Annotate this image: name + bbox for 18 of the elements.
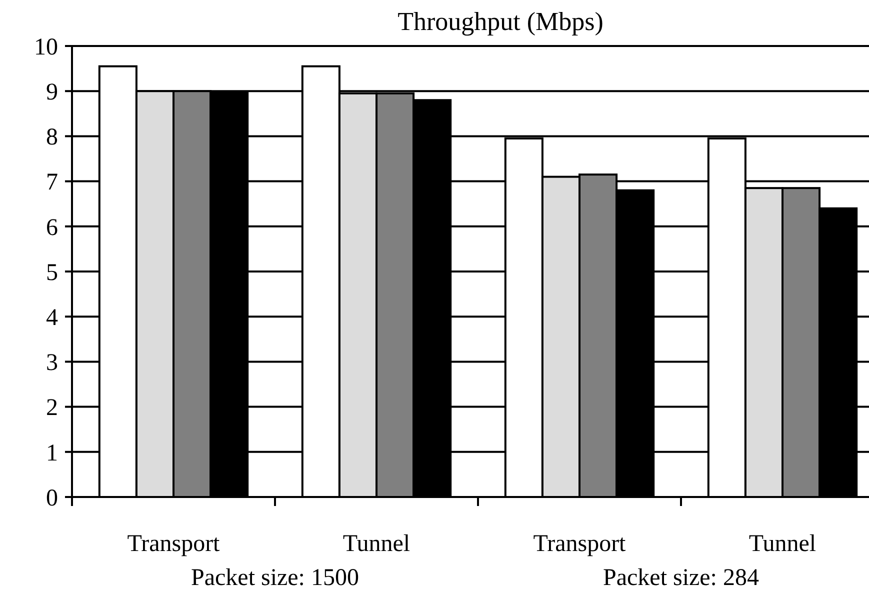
- y-tick-label: 0: [46, 485, 58, 512]
- y-tick-label: 7: [46, 170, 58, 196]
- y-tick-label: 3: [46, 350, 58, 376]
- y-tick-label: 6: [46, 214, 58, 241]
- text: Packet size: 1500: [191, 565, 359, 591]
- x-tick-label: Transport: [127, 531, 220, 557]
- y-tick-label: 5: [46, 260, 58, 286]
- chart-title: Throughput (Mbps): [398, 7, 604, 36]
- y-tick-label: 10: [34, 34, 58, 60]
- text: Packet size: 284: [603, 565, 759, 591]
- y-tick-label: 8: [46, 124, 58, 151]
- x-tick-label: Tunnel: [748, 531, 816, 557]
- y-tick-label: 2: [46, 395, 58, 422]
- x-tick-label: Tunnel: [342, 531, 410, 557]
- y-tick-label: 9: [46, 80, 58, 106]
- y-tick-label: 4: [46, 305, 58, 331]
- x-tick-label: Transport: [533, 531, 626, 557]
- y-tick-label: 1: [46, 440, 58, 466]
